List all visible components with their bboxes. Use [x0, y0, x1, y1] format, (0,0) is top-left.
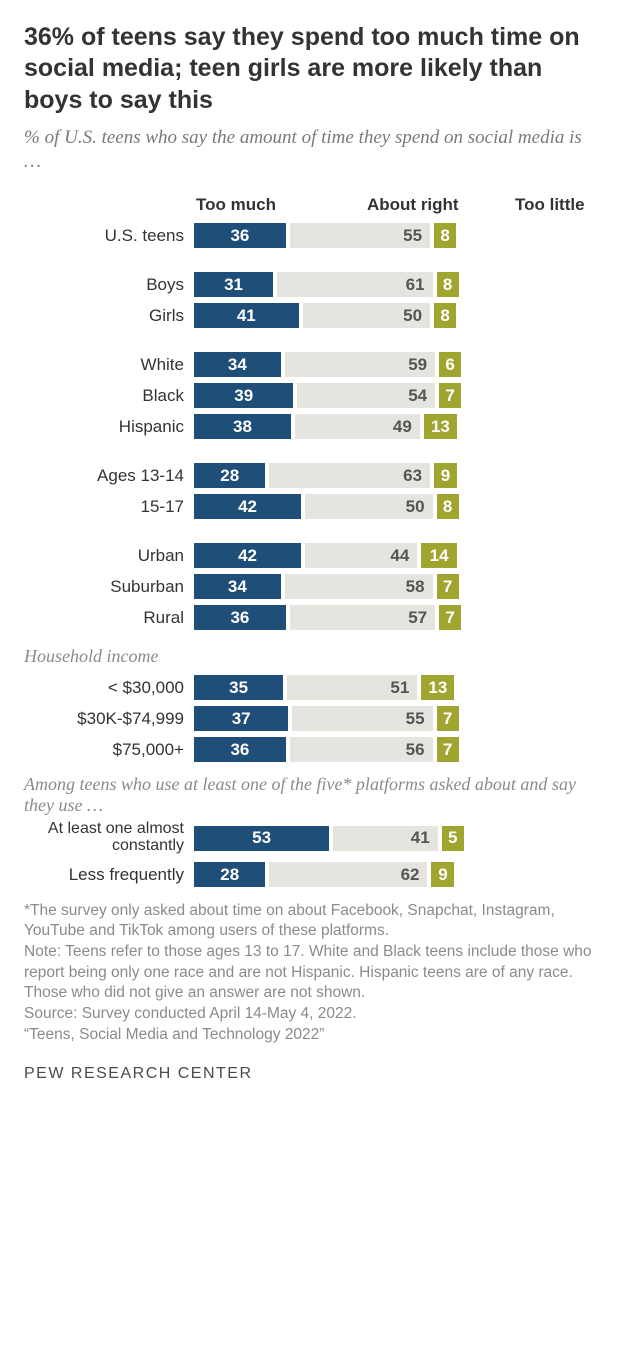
bar-about-right: 63 [269, 463, 430, 488]
bar-too-little: 8 [434, 303, 456, 328]
bar-about-right: 55 [290, 223, 430, 248]
bar-about-right: 57 [290, 605, 435, 630]
bar-about-right: 58 [285, 574, 433, 599]
row-label: Less frequently [24, 866, 194, 884]
row-label: Suburban [24, 578, 194, 596]
section-label: Among teens who use at least one of the … [24, 774, 596, 816]
bar-too-little: 7 [439, 605, 461, 630]
bar-too-much: 36 [194, 605, 286, 630]
bar-too-much: 42 [194, 543, 301, 568]
header-about-right: About right [339, 195, 509, 215]
row-label: $30K-$74,999 [24, 710, 194, 728]
section-label: Household income [24, 646, 596, 667]
bar-too-much: 41 [194, 303, 299, 328]
data-row: Black39547 [24, 381, 596, 410]
bar-about-right: 51 [287, 675, 417, 700]
bar-about-right: 54 [297, 383, 435, 408]
bar-about-right: 44 [305, 543, 417, 568]
row-label: Ages 13-14 [24, 467, 194, 485]
bar-too-little: 14 [421, 543, 457, 568]
bar-about-right: 55 [292, 706, 432, 731]
data-row: Rural36577 [24, 603, 596, 632]
bar-too-much: 39 [194, 383, 293, 408]
data-row: U.S. teens36558 [24, 221, 596, 250]
bar-too-little: 9 [431, 862, 454, 887]
bar-too-little: 8 [437, 494, 459, 519]
bar-too-much: 42 [194, 494, 301, 519]
bar-about-right: 50 [303, 303, 431, 328]
header-too-much: Too much [194, 195, 339, 215]
bar-too-little: 7 [437, 574, 459, 599]
bar-about-right: 59 [285, 352, 435, 377]
row-label: $75,000+ [24, 741, 194, 759]
data-row: Hispanic384913 [24, 412, 596, 441]
row-label: < $30,000 [24, 679, 194, 697]
bar-about-right: 62 [269, 862, 427, 887]
bar-about-right: 61 [277, 272, 433, 297]
bar-too-little: 9 [434, 463, 457, 488]
bar-too-much: 34 [194, 574, 281, 599]
row-label: Black [24, 387, 194, 405]
bar-too-much: 53 [194, 826, 329, 851]
data-row: Boys31618 [24, 270, 596, 299]
row-label: Girls [24, 307, 194, 325]
bar-too-little: 8 [434, 223, 456, 248]
bar-too-little: 5 [442, 826, 464, 851]
bar-about-right: 41 [333, 826, 438, 851]
data-row: $30K-$74,99937557 [24, 704, 596, 733]
data-row: Less frequently28629 [24, 860, 596, 889]
footnotes: *The survey only asked about time on abo… [24, 901, 596, 1045]
data-row: 15-1742508 [24, 492, 596, 521]
footnote-asterisk: *The survey only asked about time on abo… [24, 901, 596, 941]
bar-about-right: 56 [290, 737, 433, 762]
note: Note: Teens refer to those ages 13 to 17… [24, 942, 596, 1002]
bar-about-right: 50 [305, 494, 433, 519]
bar-too-much: 35 [194, 675, 283, 700]
row-label: At least one almost constantly [24, 821, 194, 855]
bar-about-right: 49 [295, 414, 420, 439]
bar-too-much: 36 [194, 223, 286, 248]
bar-too-little: 6 [439, 352, 461, 377]
bar-too-much: 38 [194, 414, 291, 439]
data-row: Urban424414 [24, 541, 596, 570]
data-row: Suburban34587 [24, 572, 596, 601]
row-label: Urban [24, 547, 194, 565]
chart-area: Too much About right Too little U.S. tee… [24, 195, 596, 889]
row-label: U.S. teens [24, 227, 194, 245]
bar-too-much: 37 [194, 706, 288, 731]
chart-subtitle: % of U.S. teens who say the amount of ti… [24, 126, 596, 175]
row-label: Hispanic [24, 418, 194, 436]
bar-too-little: 8 [437, 272, 459, 297]
rows-container: U.S. teens36558Boys31618Girls41508White3… [24, 221, 596, 889]
chart-title: 36% of teens say they spend too much tim… [24, 22, 596, 116]
data-row: White34596 [24, 350, 596, 379]
data-row: Girls41508 [24, 301, 596, 330]
bar-too-much: 28 [194, 862, 265, 887]
row-label: 15-17 [24, 498, 194, 516]
bar-too-little: 7 [437, 737, 459, 762]
data-row: Ages 13-1428639 [24, 461, 596, 490]
header-too-little: Too little [509, 195, 596, 215]
bar-too-much: 36 [194, 737, 286, 762]
bar-too-much: 31 [194, 272, 273, 297]
data-row: At least one almost constantly53415 [24, 818, 596, 858]
data-row: < $30,000355113 [24, 673, 596, 702]
bar-too-little: 13 [421, 675, 454, 700]
source: Source: Survey conducted April 14-May 4,… [24, 1004, 596, 1024]
column-headers: Too much About right Too little [24, 195, 596, 215]
data-row: $75,000+36567 [24, 735, 596, 764]
bar-too-little: 7 [439, 383, 461, 408]
bar-too-little: 7 [437, 706, 459, 731]
bar-too-little: 13 [424, 414, 457, 439]
bar-too-much: 34 [194, 352, 281, 377]
row-label: Rural [24, 609, 194, 627]
row-label: White [24, 356, 194, 374]
row-label: Boys [24, 276, 194, 294]
bar-too-much: 28 [194, 463, 265, 488]
report-title: “Teens, Social Media and Technology 2022… [24, 1025, 596, 1045]
attribution: PEW RESEARCH CENTER [24, 1065, 596, 1083]
